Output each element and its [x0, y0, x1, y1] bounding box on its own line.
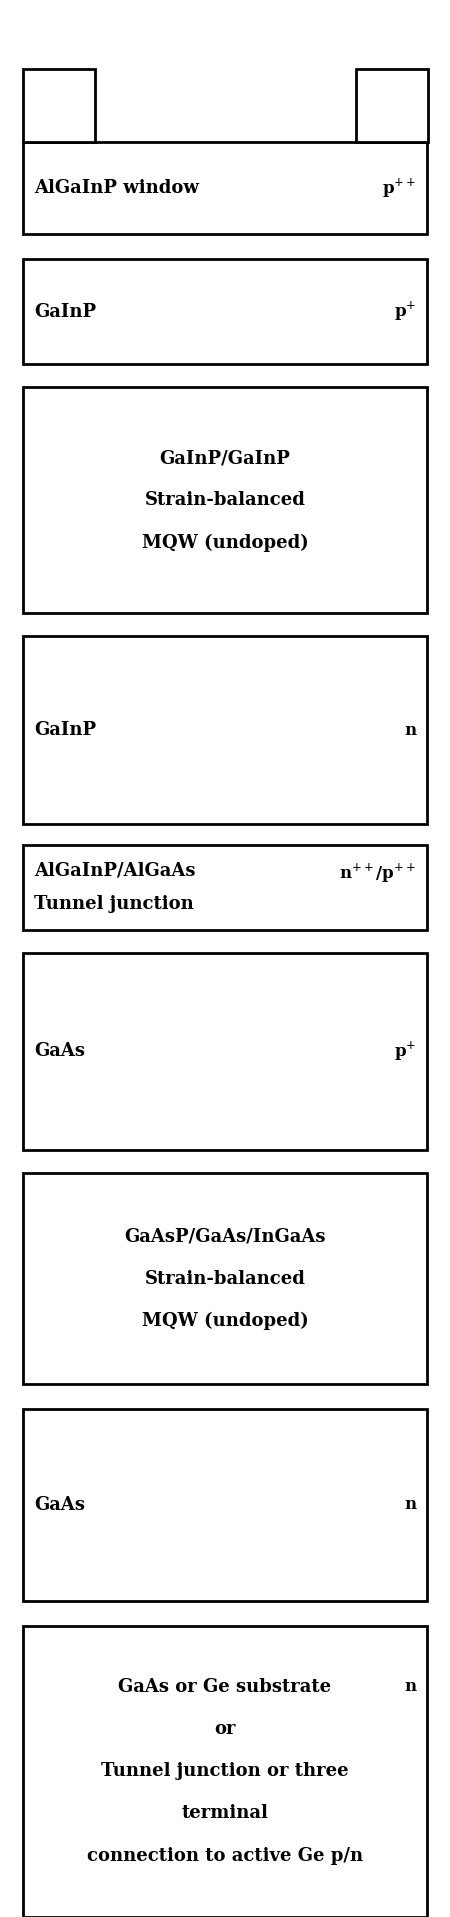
Text: n: n — [404, 723, 416, 738]
Text: AlGaInP window: AlGaInP window — [34, 178, 198, 197]
Text: Tunnel junction or three: Tunnel junction or three — [101, 1762, 349, 1781]
Text: GaInP: GaInP — [34, 303, 96, 320]
Bar — [22, 636, 427, 824]
Text: GaAs: GaAs — [34, 1043, 85, 1060]
Text: n: n — [404, 1497, 416, 1513]
Bar — [22, 1173, 427, 1384]
Text: Strain-balanced: Strain-balanced — [144, 1269, 306, 1288]
Text: or: or — [214, 1720, 236, 1739]
Bar — [22, 953, 427, 1150]
Bar — [22, 142, 427, 234]
Text: connection to active Ge p/n: connection to active Ge p/n — [87, 1846, 363, 1865]
Text: GaInP/GaInP: GaInP/GaInP — [160, 449, 290, 468]
Text: GaAs or Ge substrate: GaAs or Ge substrate — [118, 1677, 332, 1697]
Bar — [22, 1626, 427, 1917]
Text: n$^{++}$/p$^{++}$: n$^{++}$/p$^{++}$ — [339, 863, 416, 886]
Text: p$^{+}$: p$^{+}$ — [394, 1039, 416, 1064]
Text: n: n — [404, 1679, 416, 1695]
Text: GaInP: GaInP — [34, 721, 96, 740]
Bar — [22, 1409, 427, 1601]
Text: MQW (undoped): MQW (undoped) — [142, 1311, 308, 1330]
Text: p$^{++}$: p$^{++}$ — [382, 176, 416, 199]
Bar — [22, 387, 427, 613]
Text: terminal: terminal — [181, 1804, 269, 1823]
Bar — [22, 69, 94, 142]
Text: Strain-balanced: Strain-balanced — [144, 491, 306, 510]
Text: MQW (undoped): MQW (undoped) — [142, 533, 308, 552]
Bar — [22, 845, 427, 930]
Bar — [356, 69, 427, 142]
Text: Tunnel junction: Tunnel junction — [34, 895, 194, 912]
Bar — [22, 259, 427, 364]
Text: AlGaInP/AlGaAs: AlGaInP/AlGaAs — [34, 863, 195, 880]
Text: GaAs: GaAs — [34, 1495, 85, 1514]
Text: GaAsP/GaAs/InGaAs: GaAsP/GaAs/InGaAs — [124, 1227, 326, 1246]
Text: p$^{+}$: p$^{+}$ — [394, 299, 416, 324]
